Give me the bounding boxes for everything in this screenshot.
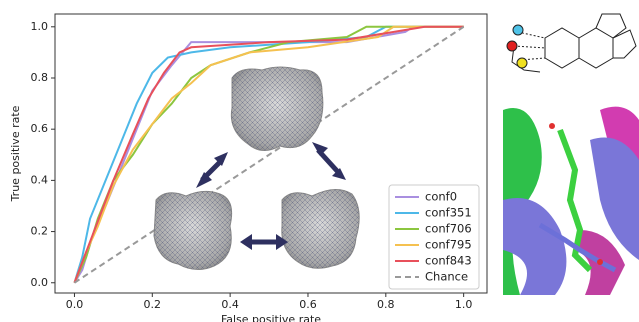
legend: conf0 conf351 conf706 conf795 conf843 Chance [388,184,480,290]
x-tick-label: 0.2 [144,298,162,311]
y-tick-label: 0.6 [31,122,49,135]
y-tick-label: 0.0 [31,276,49,289]
chemical-structure [506,13,637,73]
roc-line [73,25,464,284]
x-tick-label: 0.6 [299,298,317,311]
legend-label: conf706 [425,222,472,236]
y-tick-label: 0.8 [31,71,49,84]
y-tick-label: 0.2 [31,225,49,238]
legend-label: conf0 [425,190,457,204]
x-tick-label: 1.0 [455,298,473,311]
roc-line [73,25,464,284]
x-tick-label: 0.4 [221,298,239,311]
y-axis-label: True positive rate [9,105,22,202]
y-tick-label: 0.4 [31,173,49,186]
roc-line [73,25,465,284]
legend-label: conf351 [425,206,472,220]
x-axis-label: False positive rate [221,313,321,322]
x-tick-label: 0.0 [66,298,84,311]
legend-label: conf843 [425,254,472,268]
protein-render [503,97,639,295]
legend-label: Chance [425,270,468,284]
molecule-insets [153,66,360,270]
x-tick-label: 0.8 [377,298,395,311]
legend-label: conf795 [425,238,472,252]
legend-box [388,184,480,290]
y-tick-label: 1.0 [31,20,49,33]
